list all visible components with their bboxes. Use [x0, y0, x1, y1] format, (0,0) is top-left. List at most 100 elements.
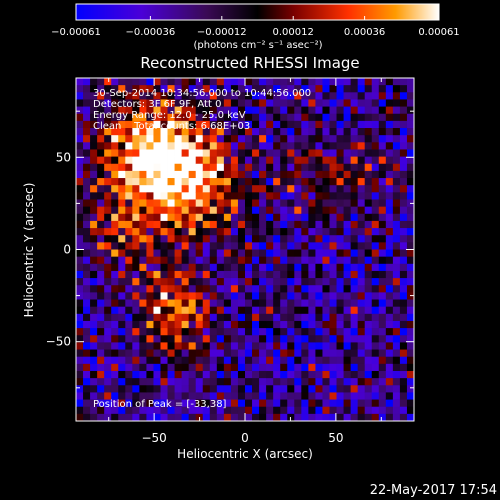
heatmap-cell	[350, 320, 359, 329]
heatmap-cell	[322, 99, 330, 107]
heatmap-cell	[216, 406, 225, 415]
heatmap-cell	[378, 120, 387, 129]
heatmap-cell	[125, 163, 133, 172]
heatmap-cell	[237, 220, 246, 229]
heatmap-cell	[97, 185, 105, 193]
heatmap-cell	[280, 149, 288, 158]
heatmap-cell	[252, 349, 260, 358]
heatmap-cell	[104, 256, 112, 265]
heatmap-cell	[146, 178, 154, 186]
heatmap-cell	[237, 185, 246, 193]
heatmap-cell	[364, 278, 373, 286]
heatmap-cell	[308, 413, 316, 421]
heatmap-cell	[315, 385, 323, 393]
heatmap-cell	[266, 192, 274, 200]
heatmap-cell	[230, 192, 239, 200]
heatmap-cell	[195, 213, 204, 222]
heatmap-cell	[252, 149, 260, 158]
heatmap-cell	[195, 156, 204, 165]
heatmap-cell	[350, 356, 359, 365]
heatmap-cell	[385, 242, 394, 250]
heatmap-cell	[181, 256, 190, 265]
heatmap-cell	[139, 220, 147, 229]
heatmap-cell	[322, 278, 330, 286]
heatmap-cell	[104, 385, 112, 393]
heatmap-cell	[294, 199, 302, 208]
heatmap-cell	[167, 399, 175, 408]
heatmap-cell	[266, 142, 274, 150]
heatmap-cell	[237, 292, 246, 300]
heatmap-cell	[111, 278, 119, 286]
heatmap-cell	[287, 192, 295, 200]
heatmap-cell	[273, 99, 281, 107]
heatmap-cell	[273, 92, 281, 100]
heatmap-cell	[216, 185, 225, 193]
heatmap-cell	[378, 213, 387, 222]
heatmap-cell	[252, 399, 260, 408]
heatmap-cell	[139, 85, 147, 93]
heatmap-cell	[104, 78, 112, 86]
colorbar-tick-label: 0.00061	[418, 27, 459, 38]
heatmap-cell	[125, 149, 133, 158]
heatmap-cell	[336, 335, 344, 343]
heatmap-cell	[287, 328, 295, 336]
heatmap-cell	[252, 178, 260, 186]
heatmap-cell	[273, 363, 281, 372]
heatmap-cell	[188, 306, 197, 315]
heatmap-cell	[146, 106, 154, 115]
heatmap-cell	[146, 170, 154, 179]
heatmap-cell	[385, 192, 394, 200]
heatmap-cell	[90, 149, 98, 158]
heatmap-cell	[195, 292, 204, 300]
heatmap-cell	[329, 320, 337, 329]
heatmap-cell	[336, 206, 344, 215]
heatmap-cell	[392, 349, 401, 358]
heatmap-cell	[364, 113, 373, 122]
heatmap-cell	[287, 385, 295, 393]
heatmap-cell	[392, 85, 401, 93]
heatmap-cell	[132, 228, 140, 236]
heatmap-cell	[322, 406, 330, 415]
heatmap-cell	[266, 163, 274, 172]
heatmap-cell	[259, 206, 267, 215]
heatmap-cell	[160, 263, 168, 272]
heatmap-cell	[252, 342, 260, 350]
heatmap-cell	[336, 306, 344, 315]
heatmap-cell	[111, 220, 119, 229]
heatmap-cell	[230, 163, 239, 172]
heatmap-cell	[364, 256, 373, 265]
heatmap-cell	[118, 328, 126, 336]
heatmap-cell	[378, 263, 387, 272]
heatmap-cell	[153, 328, 161, 336]
heatmap-cell	[343, 263, 352, 272]
heatmap-cell	[237, 356, 246, 365]
heatmap-cell	[216, 263, 225, 272]
heatmap-cell	[216, 320, 225, 329]
heatmap-cell	[167, 128, 175, 136]
heatmap-cell	[329, 342, 337, 350]
heatmap-cell	[294, 328, 302, 336]
heatmap-cell	[273, 378, 281, 386]
heatmap-cell	[343, 349, 352, 358]
heatmap-cell	[216, 99, 225, 107]
heatmap-cell	[146, 378, 154, 386]
heatmap-cell	[90, 363, 98, 372]
heatmap-cell	[322, 106, 330, 115]
heatmap-cell	[259, 370, 267, 379]
heatmap-cell	[308, 263, 316, 272]
heatmap-cell	[294, 106, 302, 115]
heatmap-cell	[139, 328, 147, 336]
heatmap-cell	[301, 399, 309, 408]
heatmap-cell	[301, 292, 309, 300]
heatmap-cell	[308, 313, 316, 322]
heatmap-cell	[90, 235, 98, 243]
heatmap-cell	[223, 370, 232, 379]
heatmap-cell	[76, 342, 84, 350]
heatmap-cell	[139, 313, 147, 322]
heatmap-cell	[406, 413, 414, 421]
heatmap-cell	[343, 392, 352, 400]
heatmap-cell	[153, 78, 161, 86]
heatmap-cell	[153, 170, 161, 179]
heatmap-cell	[315, 220, 323, 229]
heatmap-cell	[181, 292, 190, 300]
